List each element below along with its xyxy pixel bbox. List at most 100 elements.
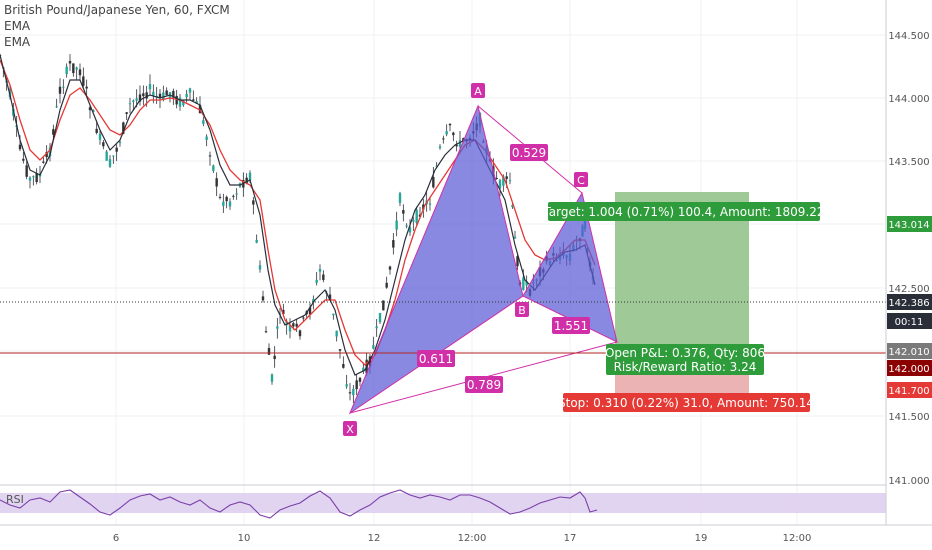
candle	[455, 140, 458, 152]
svg-text:X: X	[346, 423, 354, 436]
time-axis[interactable]: 6 10 12 12:00 17 19 12:00	[0, 524, 932, 544]
candle	[362, 362, 365, 375]
svg-text:141.000: 141.000	[888, 476, 929, 487]
candle	[261, 290, 265, 303]
svg-text:1.551: 1.551	[554, 319, 588, 333]
candle	[276, 317, 279, 339]
candle	[428, 196, 432, 211]
indicator-ema-2[interactable]: EMA	[4, 35, 31, 49]
rsi-pane[interactable]: RSI	[0, 484, 932, 519]
candle	[128, 97, 132, 114]
candle	[273, 346, 276, 368]
candle	[162, 85, 165, 102]
candle	[165, 87, 168, 96]
candle	[332, 313, 335, 320]
svg-text:141.500: 141.500	[888, 412, 929, 423]
svg-text:0.529: 0.529	[512, 146, 546, 160]
candle	[235, 188, 238, 200]
stop-label[interactable]: Stop: 0.310 (0.22%) 31.0, Amount: 750.14	[558, 393, 814, 412]
candle	[498, 178, 502, 197]
time-axis-tick: 10	[238, 533, 251, 544]
pattern-point-b[interactable]: B	[515, 302, 529, 317]
candle	[432, 167, 435, 189]
price-axis-badge: 142.000	[887, 360, 932, 376]
candle	[82, 67, 85, 89]
candle	[142, 85, 145, 106]
harmonic-pattern[interactable]	[348, 104, 618, 415]
candle	[328, 286, 332, 301]
svg-text:142.500: 142.500	[888, 284, 929, 295]
candle	[225, 195, 228, 209]
candle	[222, 193, 225, 213]
candle	[58, 78, 62, 104]
candle	[188, 87, 192, 101]
pattern-point-c[interactable]: C	[574, 172, 588, 187]
candle	[288, 318, 292, 339]
candle	[178, 94, 182, 111]
time-axis-tick: 17	[564, 533, 577, 544]
target-label[interactable]: Target: 1.004 (0.71%) 100.4, Amount: 180…	[542, 202, 825, 221]
ratio-label-ab[interactable]: 0.529	[510, 144, 548, 161]
pattern-point-a[interactable]: A	[471, 83, 485, 98]
ratio-label-xc[interactable]: 0.789	[465, 376, 503, 393]
candle	[264, 326, 268, 334]
candle	[385, 276, 388, 289]
candle	[412, 216, 415, 231]
candle	[78, 63, 82, 80]
candle	[218, 193, 222, 200]
candle	[348, 383, 352, 401]
candle	[32, 175, 35, 186]
indicator-ema-1[interactable]: EMA	[4, 19, 31, 33]
symbol-title[interactable]: British Pound/Japanese Yen, 60, FXCM	[4, 3, 230, 17]
svg-text:00:11: 00:11	[895, 317, 924, 328]
svg-text:Stop: 0.310 (0.22%) 31.0, Amou: Stop: 0.310 (0.22%) 31.0, Amount: 750.14	[558, 396, 814, 410]
candle	[318, 264, 322, 281]
price-axis[interactable]: 144.500 144.000 143.500 143.014 142.500 142.3…	[885, 0, 932, 525]
candle	[335, 330, 338, 342]
candle	[22, 152, 25, 164]
candle	[398, 191, 402, 207]
candle	[205, 134, 208, 147]
candle	[102, 139, 105, 150]
svg-text:Open P&L: 0.376, Qty: 806: Open P&L: 0.376, Qty: 806	[605, 346, 765, 360]
svg-text:0.789: 0.789	[467, 378, 501, 392]
svg-text:143.500: 143.500	[888, 157, 929, 168]
open-pl-label[interactable]: Open P&L: 0.376, Qty: 806 Risk/Reward Ra…	[605, 344, 765, 375]
candle	[62, 79, 65, 95]
price-axis-tick: 144.000	[888, 94, 929, 105]
ratio-label-xb[interactable]: 0.611	[417, 350, 455, 367]
candle	[408, 219, 412, 236]
candle	[445, 124, 448, 137]
ratio-label-bc[interactable]: 1.551	[552, 317, 590, 334]
candle	[338, 349, 342, 359]
candle	[52, 124, 55, 140]
candle	[302, 316, 305, 322]
candle	[115, 144, 118, 161]
candle	[202, 116, 205, 127]
price-axis-badge: 143.014	[887, 216, 932, 232]
candle	[108, 155, 112, 168]
candle	[378, 312, 382, 324]
price-axis-tick: 144.500	[888, 31, 929, 42]
svg-text:Risk/Reward Ratio: 3.24: Risk/Reward Ratio: 3.24	[614, 360, 757, 374]
candle	[232, 194, 235, 200]
candle	[298, 329, 302, 340]
candle	[438, 144, 442, 150]
candle	[155, 87, 158, 104]
price-axis-badge: 141.700	[887, 382, 932, 398]
candle	[68, 54, 72, 71]
candle	[355, 374, 358, 396]
candle	[192, 90, 195, 102]
price-axis-tick: 143.500	[888, 157, 929, 168]
chart-legend: British Pound/Japanese Yen, 60, FXCM EMA…	[4, 2, 230, 50]
candle	[315, 272, 318, 286]
time-axis-tick: 12:00	[783, 533, 812, 544]
candle	[212, 164, 215, 174]
svg-text:142.010: 142.010	[888, 347, 929, 358]
pattern-point-x[interactable]: X	[343, 421, 357, 436]
candle	[72, 63, 75, 77]
candle	[402, 204, 405, 222]
price-axis-badge: 142.386	[887, 294, 932, 310]
svg-text:Target: 1.004 (0.71%) 100.4, A: Target: 1.004 (0.71%) 100.4, Amount: 180…	[542, 205, 824, 219]
